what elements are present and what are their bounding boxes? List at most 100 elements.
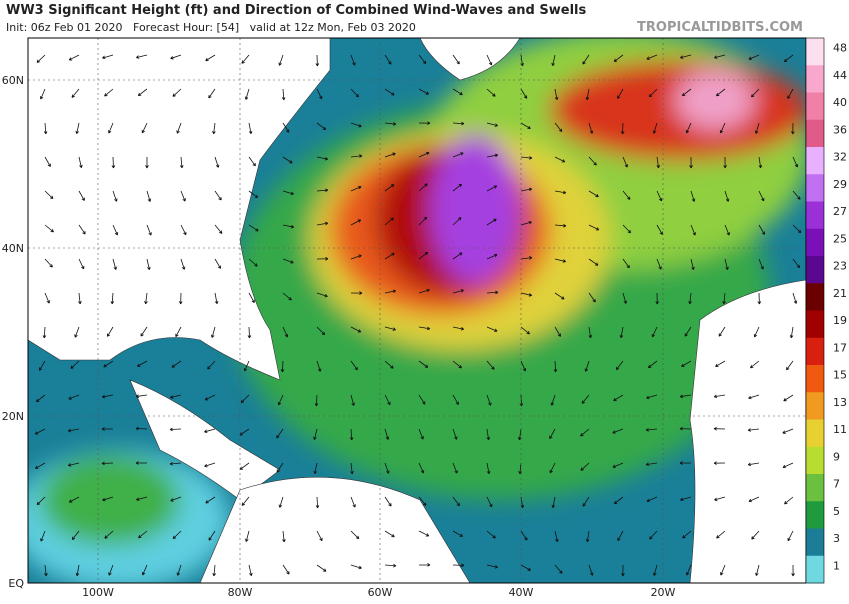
arrow bbox=[172, 530, 182, 540]
colorbar-swatch bbox=[806, 119, 824, 148]
arrow bbox=[350, 254, 362, 260]
arrow bbox=[786, 360, 794, 371]
colorbar-swatch bbox=[806, 256, 824, 284]
arrow bbox=[520, 256, 533, 260]
arrow bbox=[74, 326, 80, 338]
arrow bbox=[418, 428, 424, 440]
arrow bbox=[112, 224, 119, 236]
arrow bbox=[35, 462, 46, 469]
colorbar-label: 23 bbox=[833, 260, 847, 273]
arrow bbox=[78, 292, 82, 305]
arrow bbox=[144, 292, 148, 305]
arrow bbox=[792, 258, 800, 269]
arrow bbox=[681, 88, 692, 97]
arrow bbox=[619, 326, 624, 339]
arrow bbox=[350, 54, 356, 66]
arrow bbox=[622, 258, 630, 269]
arrow bbox=[418, 563, 431, 567]
arrow bbox=[278, 496, 284, 508]
arrow bbox=[584, 360, 590, 372]
arrow bbox=[67, 428, 80, 433]
arrow bbox=[214, 224, 223, 234]
arrow bbox=[418, 462, 425, 474]
arrow bbox=[384, 428, 390, 440]
arrow bbox=[350, 88, 359, 98]
arrow bbox=[554, 258, 566, 263]
arrow bbox=[792, 292, 798, 304]
arrow bbox=[581, 394, 590, 404]
arrow bbox=[179, 156, 184, 169]
arrow bbox=[171, 360, 182, 368]
arrow bbox=[724, 190, 730, 202]
arrow bbox=[758, 258, 764, 270]
arrow bbox=[241, 54, 250, 64]
arrow bbox=[418, 496, 427, 506]
arrow bbox=[418, 530, 430, 537]
arrow bbox=[486, 530, 496, 539]
arrow bbox=[418, 394, 426, 405]
arrow bbox=[384, 289, 397, 294]
arrow bbox=[35, 394, 46, 403]
arrow bbox=[747, 428, 760, 432]
arrow bbox=[551, 54, 556, 66]
arrow bbox=[554, 223, 567, 228]
arrow bbox=[452, 462, 458, 474]
latitude-label: 40N bbox=[2, 242, 24, 255]
arrow bbox=[212, 564, 216, 577]
arrow bbox=[750, 360, 760, 369]
arrow bbox=[243, 360, 250, 372]
arrow bbox=[645, 462, 658, 467]
arrow bbox=[550, 394, 556, 406]
arrow bbox=[170, 54, 182, 60]
arrow bbox=[282, 530, 286, 543]
arrow bbox=[137, 88, 148, 97]
arrow bbox=[486, 122, 498, 127]
latitude-label: EQ bbox=[8, 577, 24, 590]
arrow bbox=[554, 122, 563, 132]
arrow bbox=[384, 184, 395, 192]
colorbar-swatch bbox=[806, 337, 824, 366]
arrow bbox=[176, 122, 182, 134]
arrow bbox=[138, 530, 148, 539]
arrow bbox=[588, 156, 597, 166]
arrow bbox=[758, 190, 765, 202]
arrow bbox=[588, 292, 596, 303]
arrow bbox=[656, 258, 662, 270]
arrow bbox=[112, 258, 117, 270]
arrow bbox=[170, 496, 182, 502]
arrow bbox=[758, 156, 763, 169]
arrow bbox=[141, 564, 148, 576]
colorbar-label: 1 bbox=[833, 559, 840, 572]
arrow bbox=[135, 461, 148, 465]
arrow bbox=[384, 326, 396, 331]
arrow bbox=[715, 88, 726, 97]
arrow bbox=[647, 360, 658, 369]
arrow bbox=[486, 153, 499, 158]
latitude-label: 60N bbox=[2, 74, 24, 87]
arrow bbox=[384, 252, 395, 260]
arrow bbox=[680, 54, 692, 59]
arrow bbox=[103, 360, 114, 368]
arrow bbox=[384, 122, 397, 126]
arrow bbox=[716, 530, 726, 539]
arrow bbox=[315, 496, 320, 509]
arrow bbox=[350, 530, 360, 540]
arrow bbox=[553, 360, 558, 373]
arrow bbox=[724, 224, 730, 236]
arrow bbox=[108, 564, 114, 576]
colorbar-label: 29 bbox=[833, 178, 847, 191]
arrow bbox=[112, 190, 118, 202]
arrow bbox=[316, 292, 328, 298]
arrow bbox=[68, 394, 80, 400]
arrow bbox=[316, 530, 323, 542]
arrow bbox=[276, 428, 284, 439]
arrow bbox=[757, 292, 762, 305]
arrow bbox=[384, 563, 397, 568]
arrow bbox=[689, 156, 693, 169]
arrow bbox=[645, 428, 658, 432]
arrow bbox=[792, 224, 802, 234]
colorbar-swatch bbox=[806, 201, 824, 230]
arrow bbox=[680, 496, 692, 502]
arrow bbox=[110, 292, 115, 305]
arrow bbox=[36, 54, 46, 63]
